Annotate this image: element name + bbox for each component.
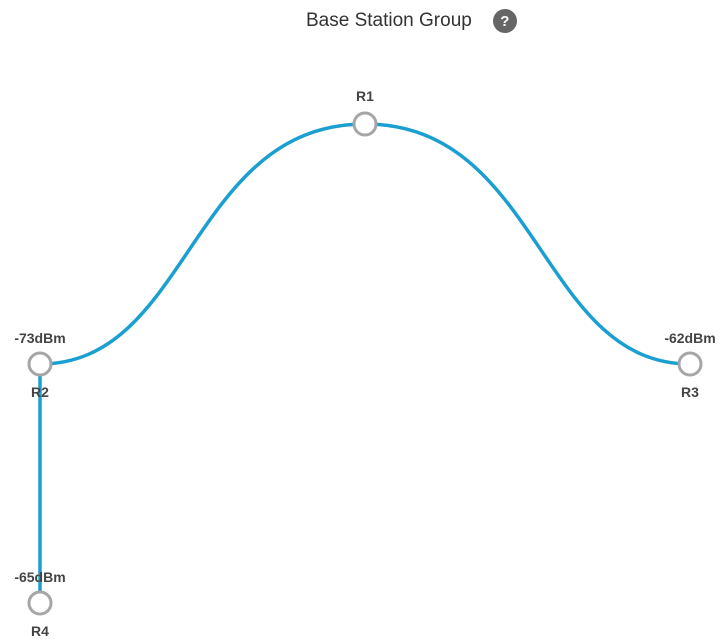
node-r4[interactable]: -65dBm R4 bbox=[14, 569, 65, 639]
node-circle-r1[interactable] bbox=[352, 111, 378, 137]
node-r1[interactable]: R1 bbox=[352, 88, 378, 137]
links-layer bbox=[38, 122, 691, 603]
node-circle-r2[interactable] bbox=[27, 351, 53, 377]
node-label-r3: R3 bbox=[681, 384, 699, 400]
node-label-r4: R4 bbox=[31, 623, 49, 639]
node-circle-r4[interactable] bbox=[27, 590, 53, 616]
signal-label-r3: -62dBm bbox=[664, 330, 715, 346]
signal-label-r4: -65dBm bbox=[14, 569, 65, 585]
help-icon[interactable]: ? bbox=[492, 9, 517, 33]
node-r2[interactable]: -73dBm R2 bbox=[14, 330, 65, 400]
group-header: Base Station Group ? bbox=[306, 8, 517, 34]
page-title: Base Station Group bbox=[306, 10, 472, 31]
link-r1-r3 bbox=[364, 122, 691, 366]
node-label-r2: R2 bbox=[31, 384, 49, 400]
node-r3[interactable]: -62dBm R3 bbox=[664, 330, 715, 400]
node-label-r1: R1 bbox=[356, 88, 374, 104]
node-circle-r3[interactable] bbox=[677, 351, 703, 377]
signal-label-r2: -73dBm bbox=[14, 330, 65, 346]
link-r1-r2 bbox=[39, 122, 366, 366]
